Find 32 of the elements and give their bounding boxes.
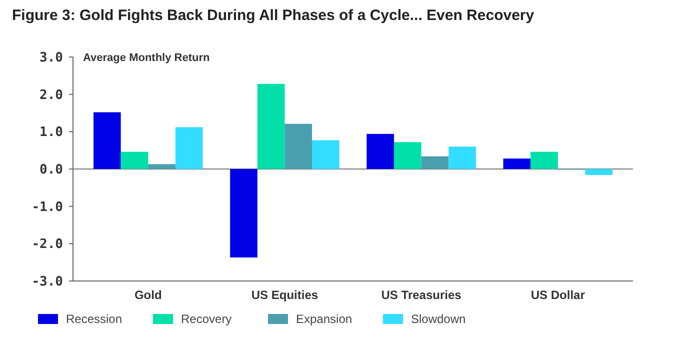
x-tick-label: US Equities: [251, 288, 318, 302]
legend-label: Expansion: [296, 312, 352, 326]
legend-label: Recession: [66, 312, 122, 326]
y-tick-label: 1.0: [40, 125, 64, 140]
x-tick-label: US Treasuries: [381, 288, 462, 302]
y-tick-label: 2.0: [40, 88, 64, 103]
y-tick-label: -3.0: [32, 274, 64, 290]
x-tick-label: Gold: [134, 288, 162, 302]
bar: [530, 152, 558, 169]
y-tick-label: 3.0: [40, 50, 64, 66]
y-axis-title: Average Monthly Return: [83, 52, 210, 64]
legend-label: Recovery: [181, 312, 232, 326]
x-tick-label: US Dollar: [530, 288, 586, 302]
y-tick-label: 0.0: [40, 162, 64, 178]
bar: [93, 112, 121, 169]
legend-label: Slowdown: [411, 312, 466, 326]
chart-title: Figure 3: Gold Fights Back During All Phases of a Cycle... Even Recovery: [12, 7, 535, 24]
bar: [120, 152, 148, 169]
bar: [175, 127, 203, 169]
bar: [230, 169, 258, 258]
bar: [585, 169, 613, 175]
bar: [421, 156, 449, 169]
bar: [148, 164, 176, 169]
bar: [284, 124, 312, 169]
y-tick-label: -2.0: [32, 237, 64, 252]
bar: [394, 142, 422, 169]
y-tick-label: -1.0: [32, 200, 64, 215]
bar: [312, 140, 340, 169]
bar: [503, 158, 531, 169]
bar: [366, 134, 394, 169]
bar: [448, 146, 476, 169]
bar: [257, 84, 285, 169]
